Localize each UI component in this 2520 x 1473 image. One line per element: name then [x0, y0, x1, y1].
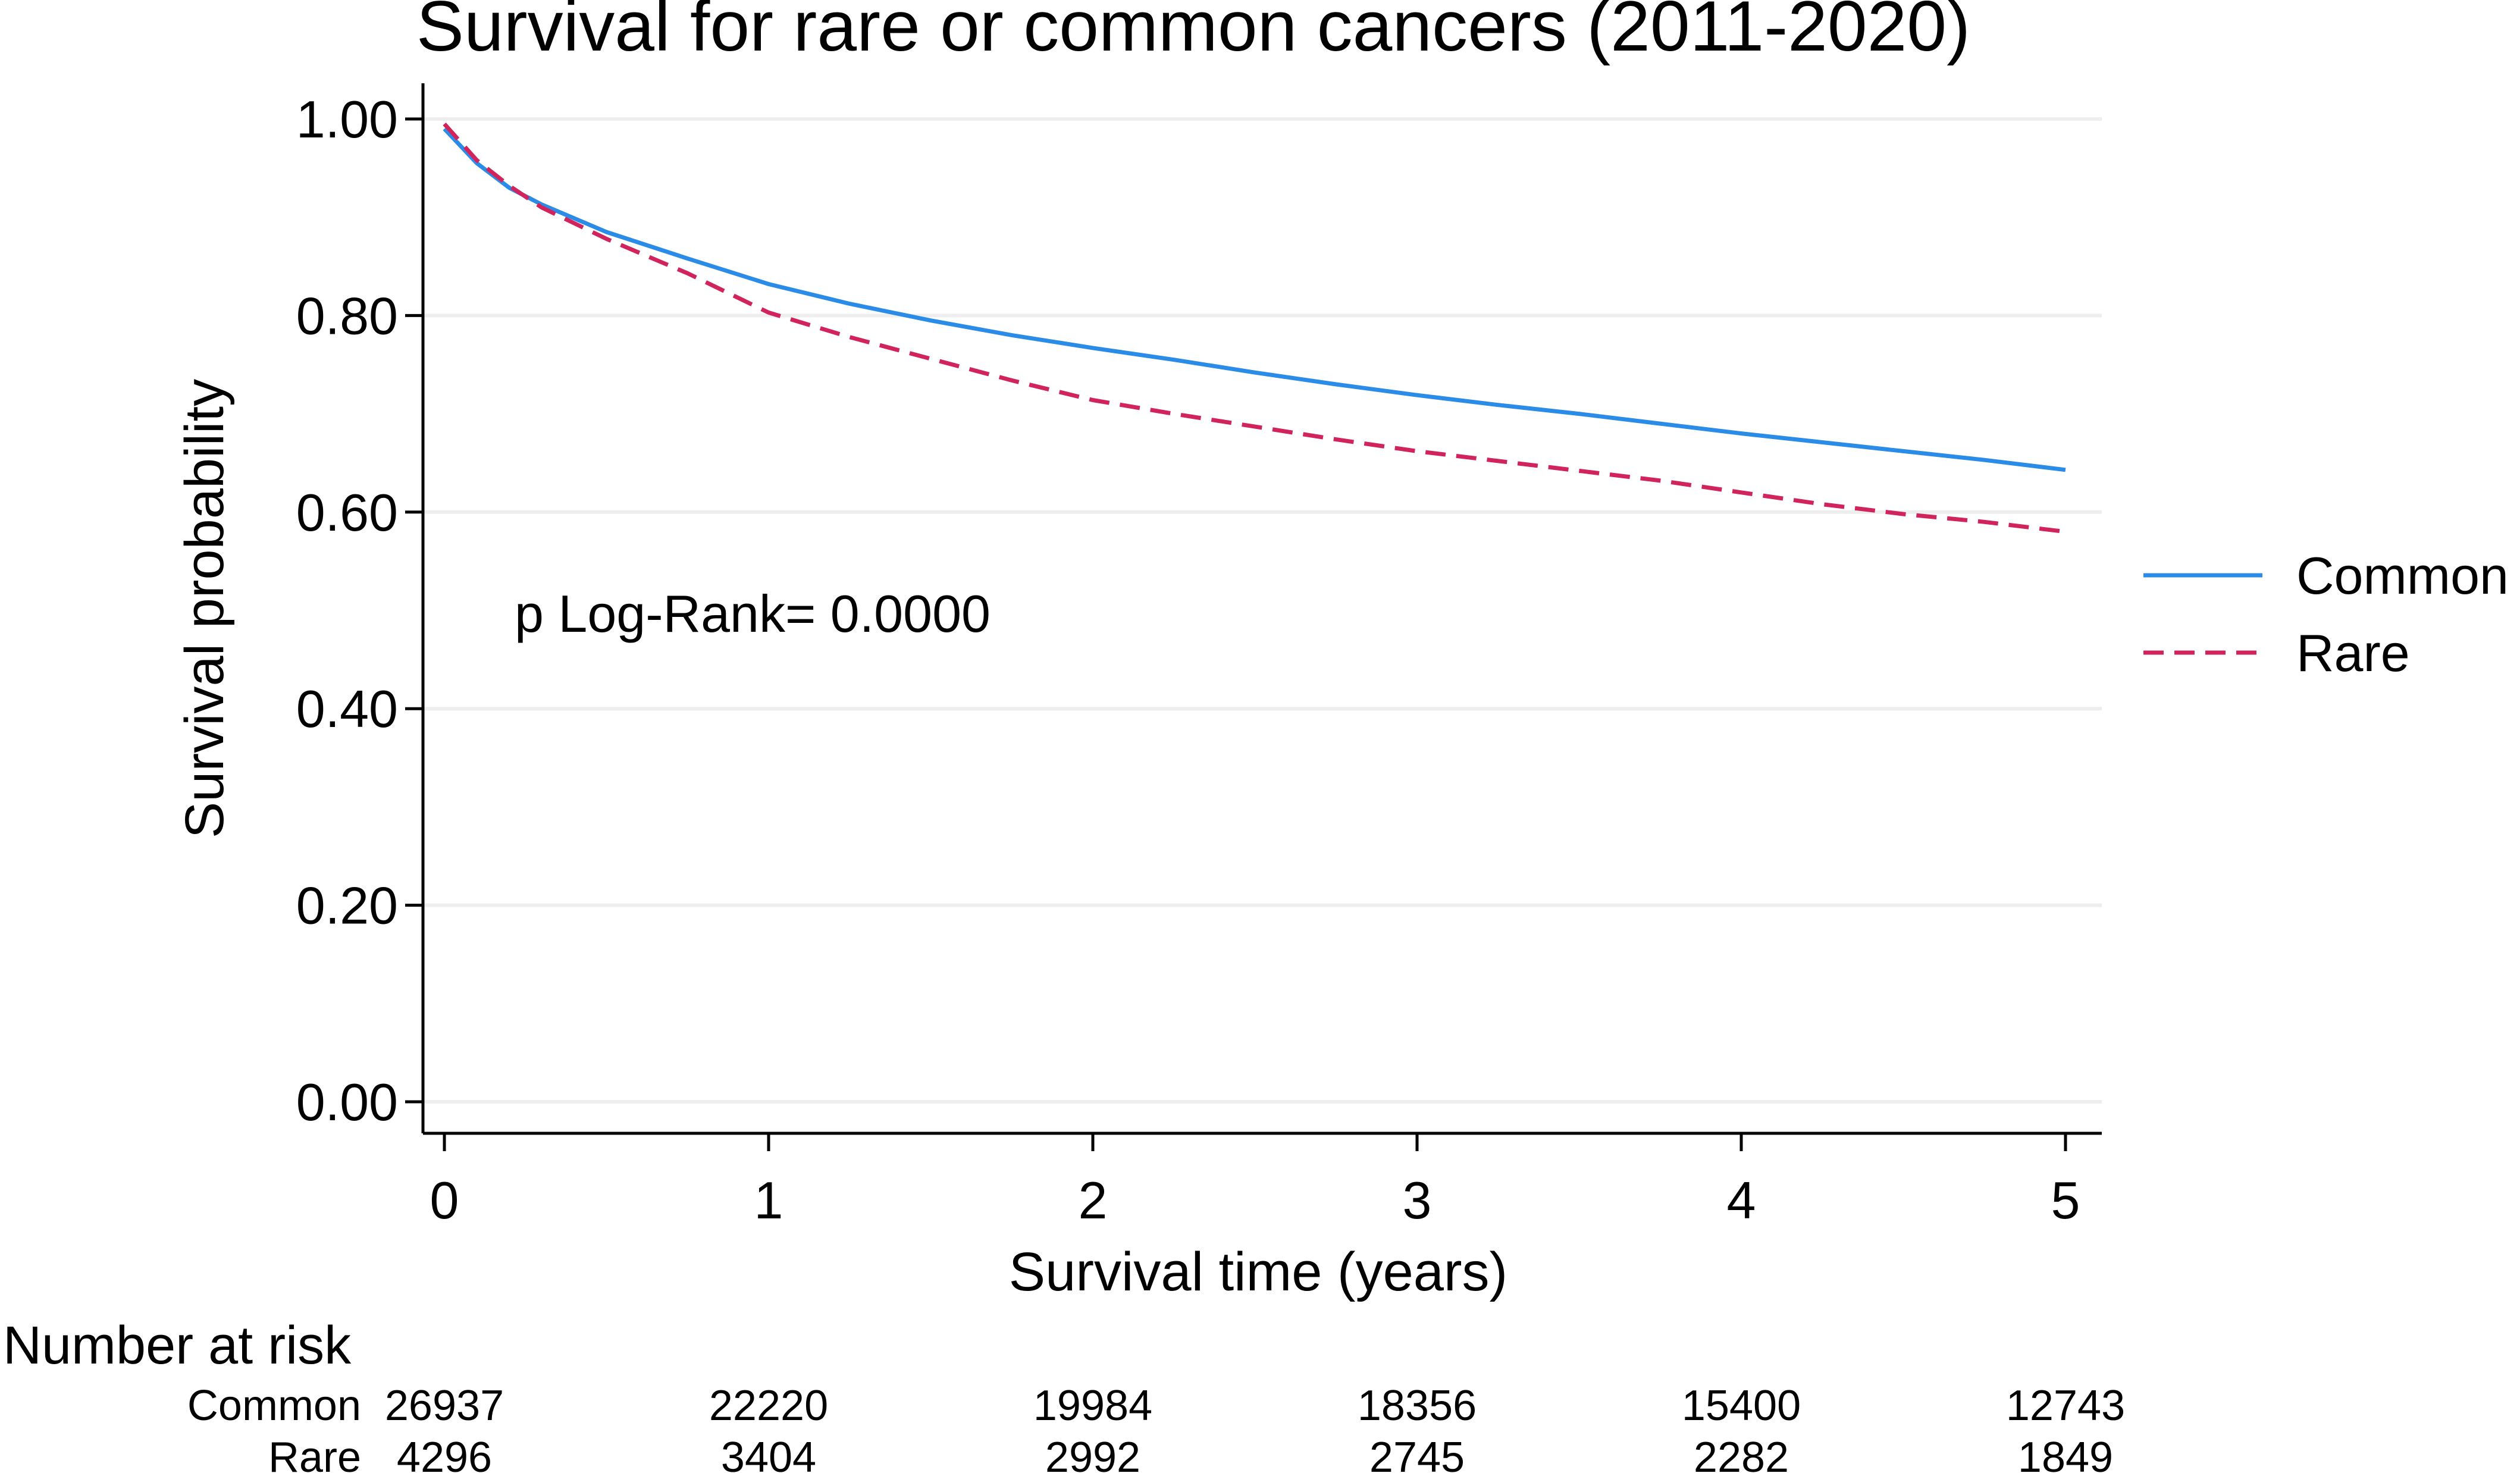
x-tick-label: 5 [2051, 1171, 2080, 1230]
series-line-rare [443, 122, 2066, 534]
x-tick-label: 2 [1079, 1171, 1108, 1230]
risk-value: 2992 [1045, 1434, 1140, 1473]
risk-value: 19984 [1033, 1382, 1152, 1430]
risk-value: 18356 [1358, 1382, 1477, 1430]
y-tick-label: 0.40 [296, 679, 398, 738]
grid-lines [423, 117, 2102, 1104]
x-tick-label: 1 [754, 1171, 783, 1230]
risk-value: 2745 [1369, 1434, 1465, 1473]
risk-value: 22220 [709, 1382, 828, 1430]
risk-row-label: Rare [268, 1434, 361, 1473]
y-tick-label: 1.00 [296, 90, 398, 149]
x-tick-label: 0 [430, 1171, 459, 1230]
y-tick-label: 0.80 [296, 286, 398, 345]
risk-value: 1849 [2018, 1434, 2113, 1473]
legend-label-common: Common [2296, 546, 2509, 605]
x-axis-label: Survival time (years) [1009, 1242, 1507, 1302]
risk-row-label: Common [187, 1382, 361, 1430]
y-tick-label: 0.60 [296, 483, 398, 542]
x-tick-label: 4 [1727, 1171, 1756, 1230]
x-tick-label: 3 [1403, 1171, 1432, 1230]
y-tick-label: 0.20 [296, 876, 398, 935]
y-axis-ticks: 0.00 0.20 0.40 0.60 0.80 1.00 [296, 90, 423, 1132]
risk-table: Common 26937 22220 19984 18356 15400 12743 Rare… [187, 1382, 2125, 1473]
risk-value: 3404 [721, 1434, 816, 1473]
y-axis-label: Survival probability [174, 379, 235, 838]
chart-title: Survival for rare or common cancers (201… [416, 0, 1970, 66]
series-line-common [443, 127, 2066, 472]
risk-value: 15400 [1682, 1382, 1801, 1430]
log-rank-annotation: p Log-Rank= 0.0000 [515, 584, 991, 643]
legend: Common Rare [2143, 546, 2509, 682]
y-tick-label: 0.00 [296, 1073, 398, 1132]
risk-value: 12743 [2006, 1382, 2125, 1430]
risk-table-title: Number at risk [3, 1316, 352, 1375]
x-axis-ticks: 0 1 2 3 4 5 [430, 1133, 2080, 1230]
risk-value: 4296 [397, 1434, 492, 1473]
legend-label-rare: Rare [2296, 623, 2410, 682]
risk-value: 2282 [1694, 1434, 1789, 1473]
survival-curves [443, 122, 2066, 534]
risk-value: 26937 [385, 1382, 504, 1430]
